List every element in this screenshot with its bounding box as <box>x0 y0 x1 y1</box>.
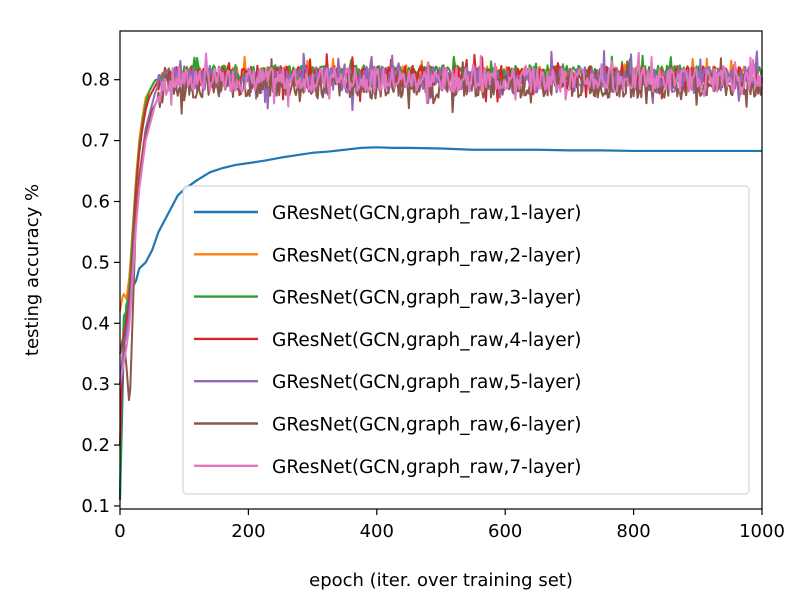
legend-label: GResNet(GCN,graph_raw,1-layer) <box>272 203 581 224</box>
legend-label: GResNet(GCN,graph_raw,7-layer) <box>272 457 581 478</box>
plot-lines <box>118 50 763 500</box>
legend-label: GResNet(GCN,graph_raw,2-layer) <box>272 245 581 266</box>
x-axis: 0 200 400 600 800 1000 <box>114 509 785 542</box>
y-tick-label: 0.6 <box>81 191 110 212</box>
legend-label: GResNet(GCN,graph_raw,6-layer) <box>272 415 581 436</box>
series-line-1 <box>118 146 762 500</box>
x-tick-label: 0 <box>114 521 125 542</box>
y-tick-label: 0.4 <box>81 313 110 334</box>
series-line-7 <box>119 51 763 385</box>
legend-label: GResNet(GCN,graph_raw,4-layer) <box>272 330 581 351</box>
x-tick-label: 1000 <box>739 521 785 542</box>
y-axis: 0.1 0.2 0.3 0.4 0.5 0.6 0.7 0.8 <box>81 70 120 517</box>
y-axis-label: testing accuracy % <box>22 184 43 356</box>
x-tick-label: 800 <box>616 521 650 542</box>
legend-box <box>182 185 750 495</box>
x-tick-label: 600 <box>488 521 522 542</box>
y-tick-label: 0.5 <box>81 252 110 273</box>
y-tick-label: 0.8 <box>81 70 110 91</box>
plot-frame <box>119 30 763 510</box>
y-tick-label: 0.2 <box>81 435 110 456</box>
legend-label: GResNet(GCN,graph_raw,3-layer) <box>272 288 581 309</box>
y-tick-label: 0.3 <box>81 374 110 395</box>
legend-label: GResNet(GCN,graph_raw,5-layer) <box>272 372 581 393</box>
x-tick-label: 400 <box>360 521 394 542</box>
x-tick-label: 200 <box>231 521 265 542</box>
legend: GResNet(GCN,graph_raw,1-layer) GResNet(GC… <box>182 185 750 495</box>
y-tick-label: 0.1 <box>81 496 110 517</box>
y-tick-label: 0.7 <box>81 131 110 152</box>
x-axis-label: epoch (iter. over training set) <box>309 570 573 591</box>
